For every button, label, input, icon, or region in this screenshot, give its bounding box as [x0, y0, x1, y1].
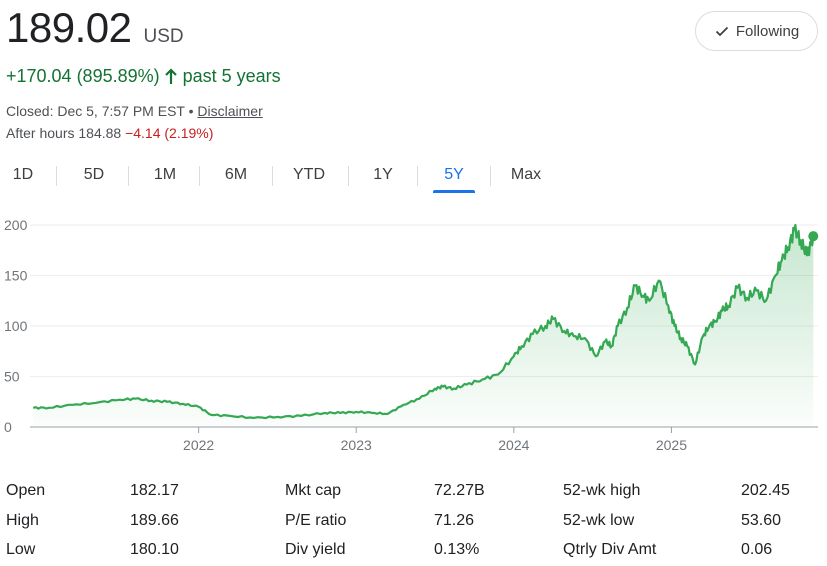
stat-value-div-yield: 0.13%	[434, 541, 480, 558]
tab-5y[interactable]: 5Y	[444, 166, 464, 183]
tab-divider	[348, 166, 349, 186]
y-tick-label: 150	[4, 268, 28, 284]
after-hours-info: After hours 184.88 −4.14 (2.19%)	[6, 125, 213, 141]
change-period: past 5 years	[182, 66, 281, 86]
tab-divider	[490, 166, 491, 186]
stat-value-52wk-high: 202.45	[741, 482, 790, 499]
stat-label-pe-ratio: P/E ratio	[285, 512, 347, 529]
tab-1d[interactable]: 1D	[12, 166, 34, 183]
stat-label-52wk-high: 52-wk high	[563, 482, 641, 499]
currency-label: USD	[143, 26, 184, 47]
arrow-up-icon	[164, 67, 177, 84]
last-price-dot	[808, 231, 819, 242]
closed-info: Closed: Dec 5, 7:57 PM EST • Disclaimer	[6, 103, 263, 119]
stat-label-qtrly-div: Qtrly Div Amt	[563, 541, 657, 558]
y-tick-label: 100	[4, 318, 28, 334]
x-tick-label: 2023	[341, 437, 372, 453]
after-hours-change: −4.14 (2.19%)	[125, 125, 214, 141]
stat-label-52wk-low: 52-wk low	[563, 512, 635, 529]
tab-divider	[128, 166, 129, 186]
after-hours-price: After hours 184.88	[6, 125, 122, 141]
price-line	[32, 223, 815, 420]
stat-value-high: 189.66	[130, 512, 179, 529]
stat-value-qtrly-div: 0.06	[741, 541, 773, 558]
stat-label-mkt-cap: Mkt cap	[285, 482, 342, 499]
tab-divider	[417, 166, 418, 186]
tab-6m[interactable]: 6M	[224, 166, 248, 183]
price-area	[33, 225, 814, 427]
stat-label-div-yield: Div yield	[285, 541, 346, 558]
tab-1y[interactable]: 1Y	[373, 166, 393, 183]
closed-text: Closed: Dec 5, 7:57 PM EST •	[6, 103, 194, 119]
checkmark-icon	[715, 26, 728, 37]
disclaimer-link[interactable]: Disclaimer	[197, 103, 263, 119]
y-tick-label: 0	[4, 419, 12, 435]
y-tick-label: 50	[4, 369, 20, 385]
stat-value-low: 180.10	[130, 541, 179, 558]
following-label: Following	[735, 22, 800, 40]
stat-label-low: Low	[6, 541, 36, 558]
stat-label-open: Open	[6, 482, 46, 499]
x-tick-label: 2025	[656, 437, 687, 453]
stat-row: Low 180.10 Div yield 0.13% Qtrly Div Amt…	[0, 541, 827, 566]
stat-label-high: High	[6, 512, 39, 529]
tab-ytd[interactable]: YTD	[293, 166, 325, 183]
stat-value-pe-ratio: 71.26	[434, 512, 475, 529]
stat-row: Open 182.17 Mkt cap 72.27B 52-wk high 20…	[0, 482, 827, 510]
tab-5d[interactable]: 5D	[83, 166, 105, 183]
price-row: 189.02 USD	[6, 4, 184, 52]
range-tabs: 1D 5D 1M 6M YTD 1Y 5Y Max	[0, 160, 827, 194]
tab-1m[interactable]: 1M	[153, 166, 177, 183]
x-tick-label: 2024	[498, 437, 529, 453]
tab-divider	[199, 166, 200, 186]
y-tick-label: 200	[4, 217, 28, 233]
stat-row: High 189.66 P/E ratio 71.26 52-wk low 53…	[0, 512, 827, 540]
tab-divider	[272, 166, 273, 186]
price-chart[interactable]: 0 50 100 150 200 2022 2023 2024 2025	[0, 205, 827, 460]
price-change: +170.04 (895.89%) past 5 years	[6, 66, 281, 87]
stat-value-52wk-low: 53.60	[741, 512, 782, 529]
current-price: 189.02	[6, 4, 132, 51]
tab-divider	[56, 166, 57, 186]
stat-value-open: 182.17	[130, 482, 179, 499]
tab-max[interactable]: Max	[510, 166, 542, 183]
change-value: +170.04 (895.89%)	[6, 66, 160, 86]
x-tick-label: 2022	[183, 437, 214, 453]
following-button[interactable]: Following	[695, 11, 818, 51]
stat-value-mkt-cap: 72.27B	[434, 482, 485, 499]
active-tab-indicator	[433, 190, 475, 193]
